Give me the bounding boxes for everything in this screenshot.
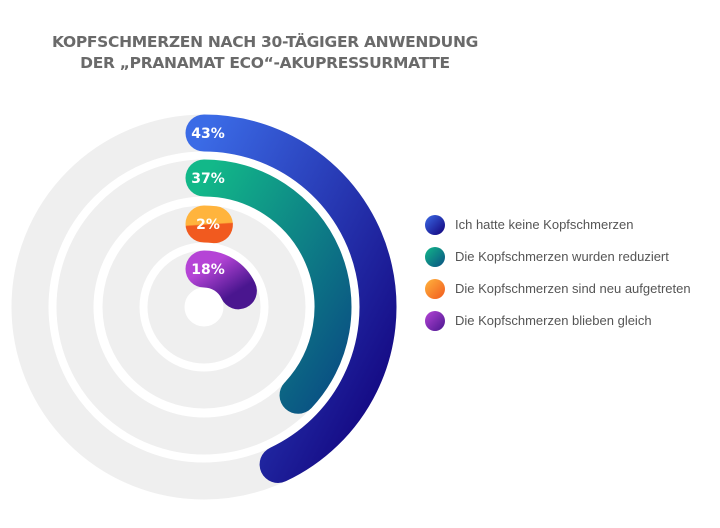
legend-item: Die Kopfschmerzen blieben gleich <box>425 310 691 331</box>
legend-item: Ich hatte keine Kopfschmerzen <box>425 214 691 235</box>
chart-title: KOPFSCHMERZEN NACH 30-TÄGIGER ANWENDUNG … <box>30 32 500 74</box>
radial-bar <box>185 114 397 483</box>
radial-bar <box>185 205 233 244</box>
legend-label: Die Kopfschmerzen sind neu aufgetreten <box>455 281 691 296</box>
radial-bar <box>185 250 257 310</box>
bar-value-label: 37% <box>191 171 225 187</box>
legend-item: Die Kopfschmerzen sind neu aufgetreten <box>425 278 691 299</box>
bar-value-label: 18% <box>191 262 225 278</box>
ring-track <box>102 205 306 409</box>
legend-swatch-icon <box>425 278 445 299</box>
chart-title-line-1: KOPFSCHMERZEN NACH 30-TÄGIGER ANWENDUNG <box>51 33 479 51</box>
legend-label: Die Kopfschmerzen wurden reduziert <box>455 249 669 264</box>
legend-label: Die Kopfschmerzen blieben gleich <box>455 313 652 328</box>
bar-value-label: 43% <box>191 126 225 142</box>
legend-label: Ich hatte keine Kopfschmerzen <box>455 217 634 232</box>
chart-title-line-2: DER „PRANAMAT ECO“-AKUPRESSURMATTE <box>80 54 450 72</box>
chart-legend: Ich hatte keine Kopfschmerzen Die Kopfsc… <box>425 214 691 342</box>
legend-item: Die Kopfschmerzen wurden reduziert <box>425 246 691 267</box>
bar-value-label: 2% <box>196 217 220 233</box>
legend-swatch-icon <box>425 310 445 331</box>
radial-bar <box>185 159 352 414</box>
legend-swatch-icon <box>425 246 445 267</box>
legend-swatch-icon <box>425 214 445 235</box>
